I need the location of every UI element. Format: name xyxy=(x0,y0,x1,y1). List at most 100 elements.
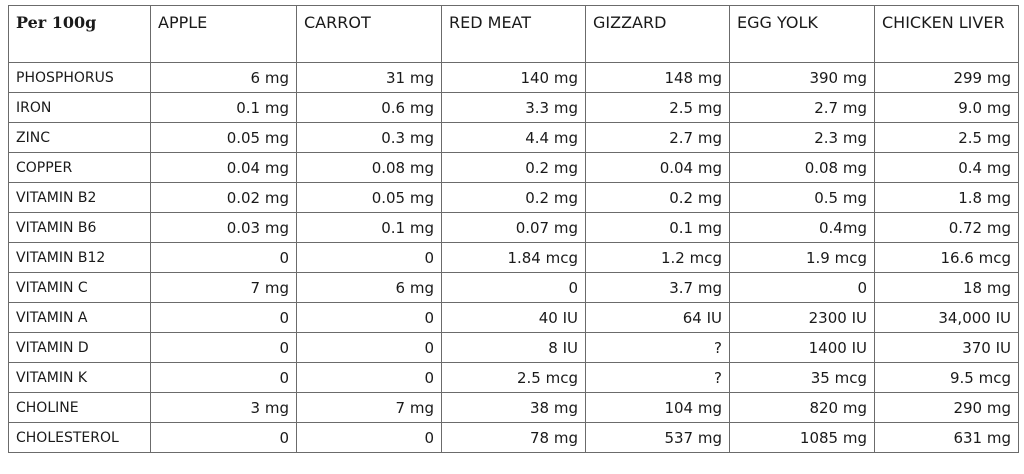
row-label: VITAMIN A xyxy=(8,302,151,333)
value-cell: 16.6 mcg xyxy=(874,242,1019,273)
value-cell: 631 mg xyxy=(874,422,1019,453)
value-cell: 3 mg xyxy=(150,392,297,423)
value-cell: 1.2 mcg xyxy=(585,242,730,273)
value-cell: 290 mg xyxy=(874,392,1019,423)
value-cell: 0 xyxy=(150,362,297,393)
value-cell: 140 mg xyxy=(441,62,586,93)
value-cell: 299 mg xyxy=(874,62,1019,93)
table-row: IRON 0.1 mg 0.6 mg 3.3 mg 2.5 mg 2.7 mg 9.0 mg xyxy=(8,92,1019,123)
value-cell: 0.1 mg xyxy=(585,212,730,243)
column-header: CHICKEN LIVER xyxy=(874,5,1019,63)
value-cell: 35 mcg xyxy=(729,362,875,393)
row-label: VITAMIN B6 xyxy=(8,212,151,243)
value-cell: 3.3 mg xyxy=(441,92,586,123)
value-cell: 4.4 mg xyxy=(441,122,586,153)
value-cell: 0.04 mg xyxy=(585,152,730,183)
value-cell: 1.9 mcg xyxy=(729,242,875,273)
value-cell: 0.05 mg xyxy=(296,182,442,213)
value-cell: 2.5 mg xyxy=(585,92,730,123)
value-cell: 0.2 mg xyxy=(585,182,730,213)
value-cell: 0.72 mg xyxy=(874,212,1019,243)
row-label: IRON xyxy=(8,92,151,123)
row-label: CHOLINE xyxy=(8,392,151,423)
nutrition-table-container: Per 100g APPLE CARROT RED MEAT GIZZARD EGG YO… xyxy=(8,5,1019,453)
table-row: CHOLINE 3 mg 7 mg 38 mg 104 mg 820 mg 290 mg xyxy=(8,392,1019,423)
value-cell: 0 xyxy=(150,302,297,333)
value-cell: 390 mg xyxy=(729,62,875,93)
value-cell: 0.1 mg xyxy=(150,92,297,123)
column-header: GIZZARD xyxy=(585,5,730,63)
value-cell: 1.84 mcg xyxy=(441,242,586,273)
value-cell: 31 mg xyxy=(296,62,442,93)
table-row: VITAMIN A 0 0 40 IU 64 IU 2300 IU 34,000 IU xyxy=(8,302,1019,333)
value-cell: 7 mg xyxy=(296,392,442,423)
nutrition-table: Per 100g APPLE CARROT RED MEAT GIZZARD EGG YO… xyxy=(8,5,1019,453)
header-row: Per 100g APPLE CARROT RED MEAT GIZZARD EGG YO… xyxy=(8,5,1019,63)
row-label: ZINC xyxy=(8,122,151,153)
value-cell: 820 mg xyxy=(729,392,875,423)
value-cell: 0.04 mg xyxy=(150,152,297,183)
value-cell: 7 mg xyxy=(150,272,297,303)
value-cell: 0 xyxy=(296,242,442,273)
value-cell: 0 xyxy=(441,272,586,303)
value-cell: 2.3 mg xyxy=(729,122,875,153)
value-cell: 64 IU xyxy=(585,302,730,333)
row-label: CHOLESTEROL xyxy=(8,422,151,453)
value-cell: 2.5 mcg xyxy=(441,362,586,393)
value-cell: 1.8 mg xyxy=(874,182,1019,213)
value-cell: 8 IU xyxy=(441,332,586,363)
value-cell: 40 IU xyxy=(441,302,586,333)
value-cell: 9.0 mg xyxy=(874,92,1019,123)
value-cell: 0 xyxy=(729,272,875,303)
value-cell: 0 xyxy=(296,302,442,333)
value-cell: 0 xyxy=(296,332,442,363)
value-cell: 2.5 mg xyxy=(874,122,1019,153)
table-row: VITAMIN B6 0.03 mg 0.1 mg 0.07 mg 0.1 mg 0.4m… xyxy=(8,212,1019,243)
value-cell: 0.4mg xyxy=(729,212,875,243)
column-header: APPLE xyxy=(150,5,297,63)
value-cell: ? xyxy=(585,362,730,393)
value-cell: 2.7 mg xyxy=(729,92,875,123)
value-cell: 0 xyxy=(296,422,442,453)
value-cell: 0.5 mg xyxy=(729,182,875,213)
value-cell: 537 mg xyxy=(585,422,730,453)
value-cell: 0.02 mg xyxy=(150,182,297,213)
value-cell: 18 mg xyxy=(874,272,1019,303)
value-cell: 0.1 mg xyxy=(296,212,442,243)
value-cell: 0.3 mg xyxy=(296,122,442,153)
table-row: PHOSPHORUS 6 mg 31 mg 140 mg 148 mg 390 mg 299… xyxy=(8,62,1019,93)
value-cell: 148 mg xyxy=(585,62,730,93)
value-cell: 370 IU xyxy=(874,332,1019,363)
table-row: ZINC 0.05 mg 0.3 mg 4.4 mg 2.7 mg 2.3 mg 2.5 m… xyxy=(8,122,1019,153)
value-cell: 38 mg xyxy=(441,392,586,423)
value-cell: 0.2 mg xyxy=(441,182,586,213)
value-cell: 0 xyxy=(150,242,297,273)
value-cell: 0.2 mg xyxy=(441,152,586,183)
value-cell: ? xyxy=(585,332,730,363)
value-cell: 0 xyxy=(150,422,297,453)
value-cell: 0.4 mg xyxy=(874,152,1019,183)
value-cell: 34,000 IU xyxy=(874,302,1019,333)
value-cell: 0.03 mg xyxy=(150,212,297,243)
table-row: VITAMIN K 0 0 2.5 mcg? 35 mcg 9.5 mcg xyxy=(8,362,1019,393)
table-row: VITAMIN B2 0.02 mg 0.05 mg 0.2 mg 0.2 mg 0.5 … xyxy=(8,182,1019,213)
table-row: COPPER 0.04 mg 0.08 mg 0.2 mg 0.04 mg 0.08 mg… xyxy=(8,152,1019,183)
value-cell: 2.7 mg xyxy=(585,122,730,153)
table-body: PHOSPHORUS 6 mg 31 mg 140 mg 148 mg 390 mg 299… xyxy=(8,62,1019,453)
value-cell: 78 mg xyxy=(441,422,586,453)
row-label: COPPER xyxy=(8,152,151,183)
value-cell: 0.07 mg xyxy=(441,212,586,243)
value-cell: 6 mg xyxy=(150,62,297,93)
value-cell: 0 xyxy=(296,362,442,393)
row-label: VITAMIN B12 xyxy=(8,242,151,273)
row-label: VITAMIN K xyxy=(8,362,151,393)
value-cell: 0 xyxy=(150,332,297,363)
row-label: PHOSPHORUS xyxy=(8,62,151,93)
row-label: VITAMIN B2 xyxy=(8,182,151,213)
value-cell: 0.08 mg xyxy=(729,152,875,183)
column-header: RED MEAT xyxy=(441,5,586,63)
column-header: EGG YOLK xyxy=(729,5,875,63)
corner-header: Per 100g xyxy=(8,5,151,63)
